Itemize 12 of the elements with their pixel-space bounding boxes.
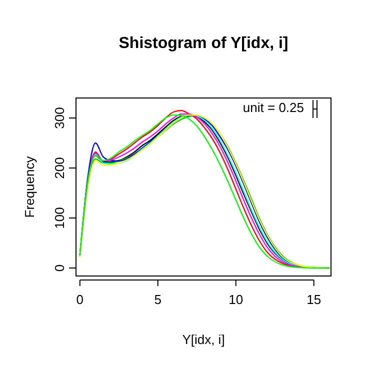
chart-title: Shistogram of Y[idx, i] [118, 35, 288, 52]
x-tick-label: 10 [228, 292, 244, 307]
y-tick-label: 0 [52, 264, 67, 272]
annotation: unit = 0.25 [242, 100, 304, 115]
x-axis-title: Y[idx, i] [182, 332, 225, 347]
x-tick-label: 0 [76, 292, 84, 307]
y-tick-label: 300 [52, 107, 67, 129]
y-tick-label: 200 [52, 157, 67, 179]
y-axis-title: Frequency [22, 156, 37, 218]
x-tick-label: 15 [306, 292, 322, 307]
x-tick-label: 5 [154, 292, 162, 307]
y-tick-label: 100 [52, 207, 67, 229]
